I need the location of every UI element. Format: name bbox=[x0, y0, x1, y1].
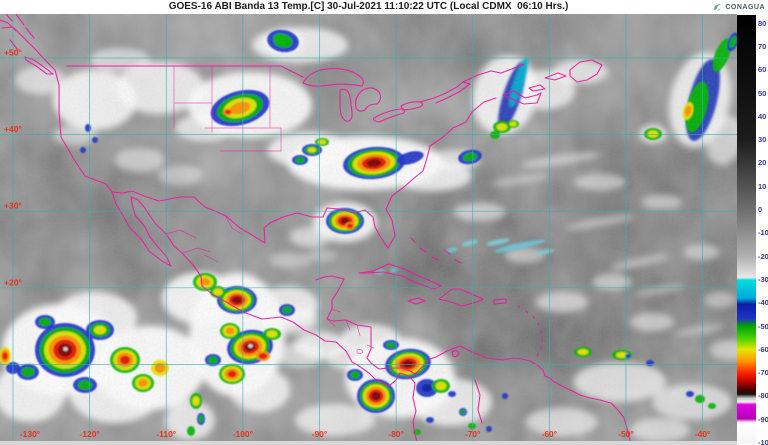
coastlines-borders bbox=[0, 14, 631, 441]
conagua-logo-icon bbox=[713, 3, 722, 11]
colorbar-tick-label: -40 bbox=[758, 298, 768, 308]
latitude-label: +30° bbox=[4, 201, 22, 211]
colorbar-tick-label: 20 bbox=[758, 158, 767, 168]
longitude-label: -60° bbox=[541, 429, 557, 439]
colorbar-tick-label: -100 bbox=[758, 438, 768, 445]
grid-lines bbox=[0, 14, 737, 441]
conagua-logo: CONAGUA bbox=[712, 1, 765, 13]
colorbar-tick-label: -50 bbox=[758, 321, 768, 331]
state-country-borders bbox=[165, 65, 375, 355]
conagua-logo-text: CONAGUA bbox=[725, 3, 765, 11]
colorbar-tick-label: -20 bbox=[758, 251, 768, 261]
colorbar-tick-label: 30 bbox=[758, 135, 767, 145]
longitude-label: -50° bbox=[618, 429, 634, 439]
title-bar: GOES-16 ABI Banda 13 Temp.[C] 30-Jul-202… bbox=[0, 0, 768, 14]
longitude-label: -100° bbox=[233, 429, 254, 439]
latitude-label: +40° bbox=[4, 124, 22, 134]
colorbar-tick-label: 80 bbox=[758, 18, 767, 28]
page-title: GOES-16 ABI Banda 13 Temp.[C] 30-Jul-202… bbox=[168, 1, 569, 12]
colorbar-tick-label: -10 bbox=[758, 228, 768, 238]
colorbar-tick-label: -90 bbox=[758, 414, 768, 424]
colorbar-tick-label: 10 bbox=[758, 181, 767, 191]
map-coordinate-labels: +50° +40° +30° +20° -130° -120° -110° -100° -90°… bbox=[4, 48, 711, 440]
colorbar-tick-label: -70 bbox=[758, 368, 768, 378]
longitude-label: -120° bbox=[79, 429, 100, 439]
colorbar-tick-label: 70 bbox=[758, 41, 767, 51]
colorbar-tick-label: -30 bbox=[758, 274, 768, 284]
longitude-label: -110° bbox=[156, 429, 177, 439]
latitude-label: +50° bbox=[4, 48, 22, 58]
bottom-strip bbox=[0, 441, 737, 445]
longitude-label: -90° bbox=[312, 429, 328, 439]
longitude-label: -40° bbox=[695, 429, 711, 439]
colorbar-tick-label: -60 bbox=[758, 344, 768, 354]
colorbar-tick-label: 60 bbox=[758, 65, 767, 75]
longitude-label: -70° bbox=[465, 429, 481, 439]
colorbar-tick-label: 0 bbox=[758, 205, 763, 214]
longitude-label: -130° bbox=[20, 429, 41, 439]
colorbar-tick-label: 50 bbox=[758, 88, 767, 98]
colorbar-tick-label: -80 bbox=[758, 391, 768, 401]
sensor-grain bbox=[0, 14, 737, 441]
longitude-label: -80° bbox=[388, 429, 404, 439]
colorbar-tick-label: 40 bbox=[758, 111, 767, 121]
latitude-label: +20° bbox=[4, 277, 22, 287]
satellite-image: +50° +40° +30° +20° -130° -120° -110° -100° -90°… bbox=[0, 14, 737, 441]
satellite-map: +50° +40° +30° +20° -130° -120° -110° -100° -90°… bbox=[0, 14, 737, 441]
colorbar-scale: 80 70 60 50 40 30 20 10 0 -10 -20 -30 -40 -50 -60 -70 -8… bbox=[758, 0, 768, 445]
colorbar-gradient bbox=[737, 15, 756, 444]
